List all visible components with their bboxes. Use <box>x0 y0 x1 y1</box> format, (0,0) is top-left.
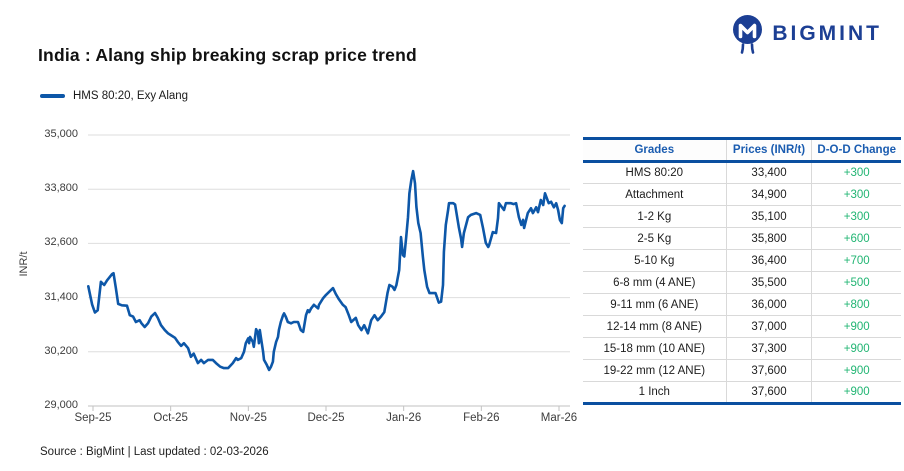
change-cell: +900 <box>811 315 901 338</box>
page-title: India : Alang ship breaking scrap price … <box>38 45 417 65</box>
grade-cell: Attachment <box>583 183 727 206</box>
bigmint-logo: BIGMINT <box>731 14 882 54</box>
prices-table: Grades Prices (INR/t) D-O-D Change HMS 8… <box>583 137 901 405</box>
table-row: Attachment 34,900 +300 <box>583 183 901 206</box>
table-header: Grades Prices (INR/t) D-O-D Change <box>583 137 901 163</box>
price-cell: 34,900 <box>725 183 812 206</box>
grade-cell: 15-18 mm (10 ANE) <box>583 337 727 360</box>
table-row: 1-2 Kg 35,100 +300 <box>583 205 901 228</box>
price-cell: 36,400 <box>725 249 812 272</box>
change-cell: +500 <box>811 271 901 294</box>
chart-legend: HMS 80:20, Exy Alang <box>40 90 188 102</box>
grade-cell: 9-11 mm (6 ANE) <box>583 293 727 316</box>
table-row: 6-8 mm (4 ANE) 35,500 +500 <box>583 271 901 294</box>
price-cell: 36,000 <box>725 293 812 316</box>
y-tick-label: 35,000 <box>44 128 78 140</box>
grade-cell: HMS 80:20 <box>583 161 727 184</box>
x-tick-label: Sep-25 <box>74 412 112 424</box>
price-cell: 37,600 <box>725 359 812 382</box>
y-tick-label: 30,200 <box>44 344 78 357</box>
grade-cell: 6-8 mm (4 ANE) <box>583 271 727 294</box>
price-cell: 37,300 <box>725 337 812 360</box>
price-cell: 37,600 <box>725 381 812 405</box>
change-cell: +900 <box>811 337 901 360</box>
table-row: 19-22 mm (12 ANE) 37,600 +900 <box>583 359 901 382</box>
x-tick-label: Feb-26 <box>463 412 500 424</box>
grade-cell: 2-5 Kg <box>583 227 727 250</box>
legend-line-swatch <box>40 94 65 98</box>
source-note: Source : BigMint | Last updated : 02-03-… <box>40 446 269 458</box>
change-cell: +800 <box>811 293 901 316</box>
y-tick-label: 33,800 <box>44 182 78 195</box>
y-tick-label: 31,400 <box>44 290 78 303</box>
change-cell: +300 <box>811 161 901 184</box>
grade-cell: 5-10 Kg <box>583 249 727 272</box>
x-tick-label: Mar-26 <box>540 412 578 424</box>
price-trend-plot <box>87 134 570 411</box>
x-tick-label: Dec-25 <box>307 412 345 424</box>
table-row: 15-18 mm (10 ANE) 37,300 +900 <box>583 337 901 360</box>
price-cell: 35,100 <box>725 205 812 228</box>
price-cell: 37,000 <box>725 315 812 338</box>
price-cell: 33,400 <box>725 161 812 184</box>
x-tick-label: Jan-26 <box>386 412 422 424</box>
price-cell: 35,500 <box>725 271 812 294</box>
change-cell: +900 <box>811 381 901 405</box>
y-tick-label: 32,600 <box>44 236 78 249</box>
table-row: 9-11 mm (6 ANE) 36,000 +800 <box>583 293 901 316</box>
change-cell: +300 <box>811 205 901 228</box>
grade-cell: 19-22 mm (12 ANE) <box>583 359 727 382</box>
grade-cell: 12-14 mm (8 ANE) <box>583 315 727 338</box>
table-row: 12-14 mm (8 ANE) 37,000 +900 <box>583 315 901 338</box>
table-header-prices: Prices (INR/t) <box>725 137 812 163</box>
grade-cell: 1-2 Kg <box>583 205 727 228</box>
price-cell: 35,800 <box>725 227 812 250</box>
y-tick-label: 29,000 <box>44 399 78 411</box>
x-tick-label: Nov-25 <box>229 412 267 424</box>
table-row: 2-5 Kg 35,800 +600 <box>583 227 901 250</box>
table-row: HMS 80:20 33,400 +300 <box>583 161 901 184</box>
bigmint-logo-icon <box>733 15 763 54</box>
change-cell: +600 <box>811 227 901 250</box>
table-header-grades: Grades <box>583 137 727 163</box>
change-cell: +900 <box>811 359 901 382</box>
table-row: 1 Inch 37,600 +900 <box>583 381 901 405</box>
change-cell: +700 <box>811 249 901 272</box>
table-row: 5-10 Kg 36,400 +700 <box>583 249 901 272</box>
change-cell: +300 <box>811 183 901 206</box>
table-header-dod-change: D-O-D Change <box>811 137 901 163</box>
price-trend-line <box>87 169 566 372</box>
grade-cell: 1 Inch <box>583 381 727 405</box>
x-tick-label: Oct-25 <box>153 412 188 424</box>
legend-label: HMS 80:20, Exy Alang <box>73 90 189 102</box>
bigmint-wordmark: BIGMINT <box>772 22 882 45</box>
